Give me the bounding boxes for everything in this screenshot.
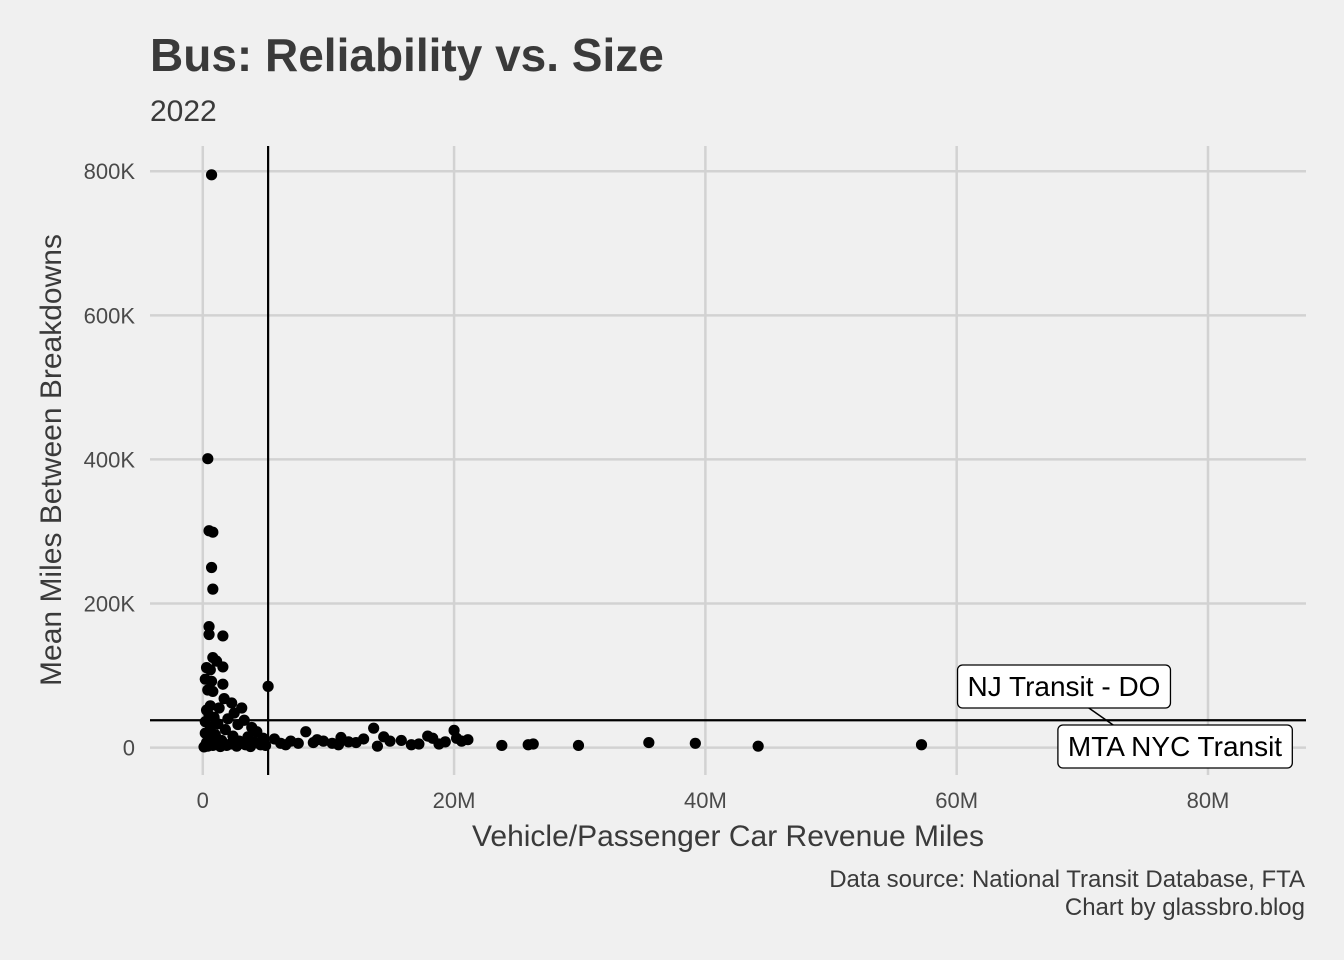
data-point — [207, 526, 219, 538]
data-point — [462, 734, 474, 746]
annotation-box — [1057, 724, 1293, 769]
data-point — [260, 739, 272, 752]
data-point — [280, 739, 292, 751]
data-point — [217, 661, 229, 673]
x-tick-label: 40M — [684, 788, 727, 813]
data-point — [413, 738, 425, 750]
data-points — [198, 169, 928, 753]
data-point — [205, 561, 218, 574]
data-point — [311, 734, 323, 746]
y-tick-label: 400K — [84, 447, 136, 472]
data-point — [203, 628, 215, 641]
annotation-label: NJ Transit - DO — [956, 664, 1172, 709]
x-tick-label: 60M — [935, 788, 978, 813]
data-point — [226, 697, 238, 709]
data-point — [752, 740, 764, 752]
data-point — [202, 453, 214, 465]
data-point — [205, 169, 218, 181]
x-tick-label: 20M — [433, 788, 476, 813]
data-point — [205, 675, 218, 687]
data-point — [222, 713, 234, 725]
data-point — [358, 733, 370, 745]
data-point — [203, 620, 215, 633]
data-point — [268, 733, 280, 745]
data-point — [214, 740, 226, 753]
data-point — [262, 680, 274, 692]
data-point — [217, 678, 229, 690]
data-point — [643, 736, 655, 749]
y-tick-label: 600K — [84, 303, 136, 328]
annotation-box — [956, 664, 1172, 709]
data-point — [207, 685, 219, 698]
annotation-text: MTA NYC Transit — [1068, 731, 1282, 762]
data-point — [207, 583, 219, 595]
caption-credit: Chart by glassbro.blog — [1064, 894, 1305, 921]
data-point — [371, 740, 384, 752]
data-point — [332, 739, 345, 751]
data-point — [395, 734, 407, 747]
data-point — [689, 737, 701, 749]
chart-subtitle: 2022 — [150, 95, 217, 128]
data-point — [368, 722, 380, 734]
data-point — [219, 724, 231, 736]
data-point — [384, 735, 396, 747]
y-tick-label: 0 — [123, 736, 135, 761]
x-tick-label: 0 — [197, 788, 209, 813]
annotation-text: NJ Transit - DO — [968, 671, 1161, 702]
data-point — [300, 726, 312, 738]
y-tick-label: 200K — [84, 592, 136, 617]
data-point — [231, 740, 243, 752]
data-point — [232, 718, 244, 731]
data-point — [292, 737, 304, 749]
caption-source: Data source: National Transit Database, … — [829, 866, 1305, 893]
chart-title: Bus: Reliability vs. Size — [150, 29, 664, 81]
annotations: NJ Transit - DO MTA NYC Transit — [956, 664, 1293, 769]
data-point — [915, 739, 928, 751]
data-point — [496, 739, 508, 752]
data-point — [527, 738, 539, 750]
label-leader-line — [1085, 705, 1117, 728]
reference-lines — [150, 146, 1306, 775]
data-point — [439, 736, 451, 748]
data-point — [217, 630, 229, 642]
chart-caption: Data source: National Transit Database, … — [829, 866, 1305, 922]
data-point — [244, 740, 257, 753]
data-point — [204, 664, 216, 676]
tick-labels: 0 20M 40M 60M 80M 0 200K 400K 600K 800K — [84, 159, 1230, 813]
data-point — [236, 702, 248, 714]
data-point — [198, 741, 210, 753]
data-point — [572, 739, 585, 752]
data-point — [213, 702, 225, 714]
data-point — [427, 732, 439, 744]
annotation-label: MTA NYC Transit — [1057, 724, 1293, 769]
x-tick-label: 80M — [1187, 788, 1230, 813]
y-axis-title: Mean Miles Between Breakdowns — [35, 234, 68, 686]
y-tick-label: 800K — [84, 159, 136, 184]
x-axis-title: Vehicle/Passenger Car Revenue Miles — [472, 820, 984, 853]
